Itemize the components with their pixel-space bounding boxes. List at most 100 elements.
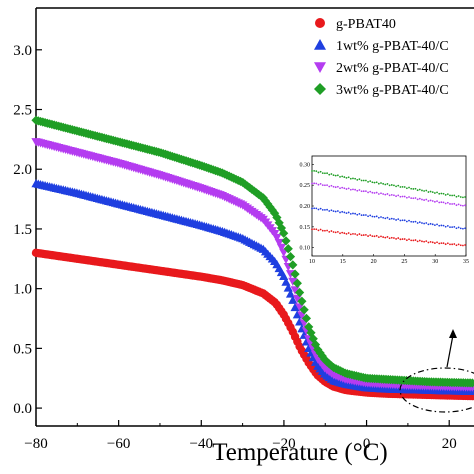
inset-data-point xyxy=(354,177,357,180)
inset-data-point xyxy=(334,231,337,234)
inset-data-point xyxy=(373,235,376,238)
inset-data-point xyxy=(390,217,393,220)
inset-data-point xyxy=(462,227,464,230)
inset-series-1 xyxy=(311,228,466,247)
inset-data-point xyxy=(380,235,382,238)
inset-data-point xyxy=(436,200,438,202)
data-point xyxy=(288,260,298,270)
inset-data-point xyxy=(321,229,324,232)
data-point xyxy=(292,310,302,319)
inset-data-point xyxy=(371,191,374,194)
inset-data-point xyxy=(418,197,421,200)
data-point xyxy=(292,278,302,288)
inset-data-point xyxy=(412,239,415,242)
inset-data-point xyxy=(317,229,320,232)
inset-data-point xyxy=(446,193,449,196)
inset-data-point xyxy=(332,174,335,177)
inset-data-point xyxy=(343,211,346,214)
inset-data-point xyxy=(321,184,324,187)
inset-data-point xyxy=(317,171,320,174)
y-tick-label: 0.5 xyxy=(13,341,32,357)
inset-x-tick-label: 25 xyxy=(401,259,407,265)
inset-data-point xyxy=(438,242,441,245)
inset-data-point xyxy=(375,191,378,194)
inset-data-point xyxy=(421,189,423,192)
inset-data-point xyxy=(403,219,406,222)
data-point xyxy=(276,223,287,233)
inset-data-point xyxy=(423,222,426,225)
inset-data-point xyxy=(390,236,393,239)
data-point xyxy=(285,252,296,262)
inset-data-point xyxy=(365,190,367,193)
inset-data-point xyxy=(319,228,322,231)
inset-data-point xyxy=(336,174,339,177)
inset-data-point xyxy=(438,192,441,195)
data-point xyxy=(290,286,300,295)
inset-data-point xyxy=(345,188,348,190)
inset-data-point xyxy=(423,190,426,192)
inset-data-point xyxy=(399,219,402,222)
y-tick-label: 0.0 xyxy=(13,401,32,417)
inset-data-point xyxy=(343,232,346,235)
inset-data-point xyxy=(421,240,423,243)
inset-data-point xyxy=(425,240,428,243)
inset-data-point xyxy=(449,203,451,205)
inset-data-point xyxy=(397,237,400,239)
inset-data-point xyxy=(462,196,464,199)
inset-data-point xyxy=(373,192,376,194)
inset-data-point xyxy=(421,198,423,201)
inset-data-point xyxy=(412,221,415,223)
inset-data-point xyxy=(319,170,322,173)
inset-data-point xyxy=(356,189,359,192)
inset-data-point xyxy=(390,184,393,186)
inset-data-point xyxy=(438,201,441,204)
inset-data-point xyxy=(345,176,348,179)
inset-data-point xyxy=(336,210,339,212)
inset-data-point xyxy=(330,173,333,175)
inset-data-point xyxy=(429,222,432,225)
inset-data-point xyxy=(455,227,458,230)
inset-data-point xyxy=(403,186,406,188)
inset-data-point xyxy=(455,195,458,198)
legend-label: g-PBAT40 xyxy=(336,17,396,32)
inset-data-point xyxy=(349,212,352,215)
inset-data-point xyxy=(449,194,451,197)
inset-data-point xyxy=(332,231,335,233)
inset-data-point xyxy=(380,192,382,195)
inset-data-point xyxy=(427,191,430,193)
inset-data-point xyxy=(429,199,432,202)
inset-data-point xyxy=(356,179,359,181)
inset-data-point xyxy=(328,173,331,176)
inset-data-point xyxy=(449,226,451,228)
inset-data-point xyxy=(339,211,341,214)
inset-data-point xyxy=(425,198,428,201)
inset-data-point xyxy=(431,191,434,194)
inset-data-point xyxy=(345,232,348,235)
inset-data-point xyxy=(332,210,335,213)
inset-data-point xyxy=(410,187,413,190)
inset-data-point xyxy=(390,193,393,196)
inset-data-point xyxy=(410,197,413,200)
inset-data-point xyxy=(408,238,410,241)
inset-data-point xyxy=(336,185,339,188)
data-point xyxy=(299,305,309,315)
inset-data-point xyxy=(313,182,316,185)
inset-data-point xyxy=(313,207,316,210)
x-tick-label: −60 xyxy=(107,436,130,452)
inset-data-point xyxy=(455,244,458,247)
inset-x-tick-label: 20 xyxy=(371,259,377,265)
y-tick-label: 2.0 xyxy=(13,162,32,178)
inset-data-point xyxy=(365,214,367,216)
inset-data-point xyxy=(414,187,417,190)
inset-data-point xyxy=(362,214,365,216)
inset-data-point xyxy=(451,243,454,246)
inset-data-point xyxy=(405,239,408,242)
inset-data-point xyxy=(317,183,320,186)
data-point xyxy=(272,233,282,243)
inset-data-point xyxy=(347,211,350,214)
inset-data-point xyxy=(382,193,385,195)
inset-data-point xyxy=(401,185,404,188)
inset-data-point xyxy=(343,176,346,178)
inset-data-point xyxy=(403,195,406,198)
inset-data-point xyxy=(444,243,447,246)
